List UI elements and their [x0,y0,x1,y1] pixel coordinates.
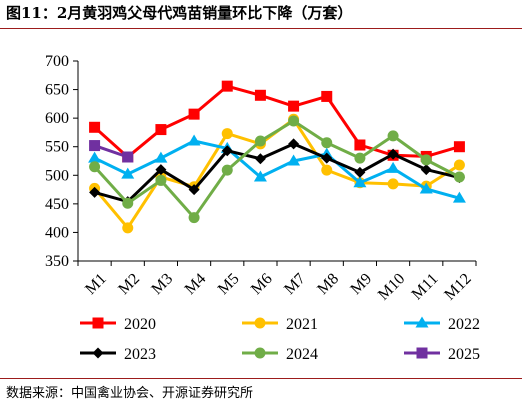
data-point-2022 [353,176,367,188]
y-tick-label: 600 [45,110,69,127]
data-point-2025 [89,140,101,152]
data-point-2022 [154,151,168,163]
data-point-2021 [453,159,465,171]
x-tick-label: M7 [281,270,309,298]
series-line-2025 [94,144,129,159]
data-point-2020 [221,80,233,92]
data-point-2024 [89,161,101,173]
data-point-2022 [287,154,301,166]
data-point-2024 [387,130,399,142]
legend-marker-2023 [92,347,104,359]
legend-label-2023: 2023 [124,346,156,363]
data-point-2022 [386,161,400,173]
data-point-2021 [221,128,233,140]
data-point-2024 [420,154,432,166]
data-point-2024 [188,212,200,224]
x-tick-label: M4 [182,270,210,298]
x-tick-label: M3 [148,270,176,298]
data-point-2022 [452,191,466,203]
data-point-2020 [254,89,266,101]
series-line-2021 [93,117,461,230]
series-line-2024 [93,119,461,220]
data-point-2023 [288,138,300,150]
data-point-2022 [121,167,135,179]
data-point-2020 [453,141,465,153]
legend-label-2020: 2020 [124,316,156,333]
title-divider [0,28,522,29]
y-tick-label: 650 [45,82,69,99]
legend-label-2022: 2022 [448,316,480,333]
legend-marker-2020 [92,317,104,329]
data-point-2024 [155,174,167,186]
x-tick-label: M12 [441,270,474,303]
legend-label-2025: 2025 [448,346,480,363]
data-point-2023 [89,186,101,198]
x-tick-label: M5 [215,270,243,298]
data-point-2023 [221,145,233,157]
x-tick-label: M11 [409,270,442,303]
data-point-2025 [122,151,134,163]
y-tick-label: 550 [45,139,69,156]
source-note: 数据来源：中国禽业协会、开源证券研究所 [6,386,254,401]
data-point-2024 [221,164,233,176]
chart-title: 图11：2月黄羽鸡父母代鸡苗销量环比下降（万套） [6,4,353,22]
data-point-2020 [188,108,200,120]
data-point-2020 [354,139,366,151]
data-point-2022 [187,134,201,146]
legend-marker-2022 [415,316,429,328]
data-point-2024 [321,137,333,149]
data-point-2020 [89,121,101,133]
x-tick-label: M8 [314,270,342,298]
data-point-2021 [387,178,399,190]
line-chart: 350 400 450 500 550 600 650 700 M1 M2 M3 M4 M5 M6 M7 M8… [45,53,480,363]
legend-marker-2024 [254,347,266,359]
x-tick-label: M6 [248,270,276,298]
data-point-2024 [122,197,134,209]
data-point-2020 [288,100,300,112]
data-point-2023 [254,153,266,165]
x-tick-label: M1 [82,270,110,298]
legend-label-2024: 2024 [286,346,318,363]
data-point-2022 [88,151,102,163]
data-point-2023 [321,152,333,164]
data-point-2024 [453,171,465,183]
x-tick-label: M2 [115,270,143,298]
legend-marker-2021 [254,317,266,329]
data-point-2023 [188,184,200,196]
data-point-2020 [155,124,167,136]
x-tick-label: M9 [347,270,375,298]
data-point-2023 [420,164,432,176]
data-point-2023 [387,148,399,160]
y-tick-label: 350 [45,253,69,270]
y-tick-label: 450 [45,196,69,213]
data-point-2021 [122,222,134,234]
data-point-2020 [321,90,333,102]
data-point-2024 [354,152,366,164]
data-point-2023 [354,166,366,178]
y-tick-label: 700 [45,53,69,70]
source-divider [0,378,522,379]
x-tick-label: M10 [375,270,408,303]
data-point-2022 [419,182,433,194]
y-tick-label: 500 [45,167,69,184]
legend-marker-2025 [416,347,428,359]
data-point-2021 [321,164,333,176]
y-tick-label: 400 [45,224,69,241]
data-point-2023 [155,164,167,176]
data-point-2024 [254,135,266,147]
series-line-2020 [93,84,460,159]
legend-label-2021: 2021 [286,316,318,333]
data-point-2024 [288,115,300,127]
series-line-2023 [94,142,460,204]
data-point-2022 [253,170,267,182]
